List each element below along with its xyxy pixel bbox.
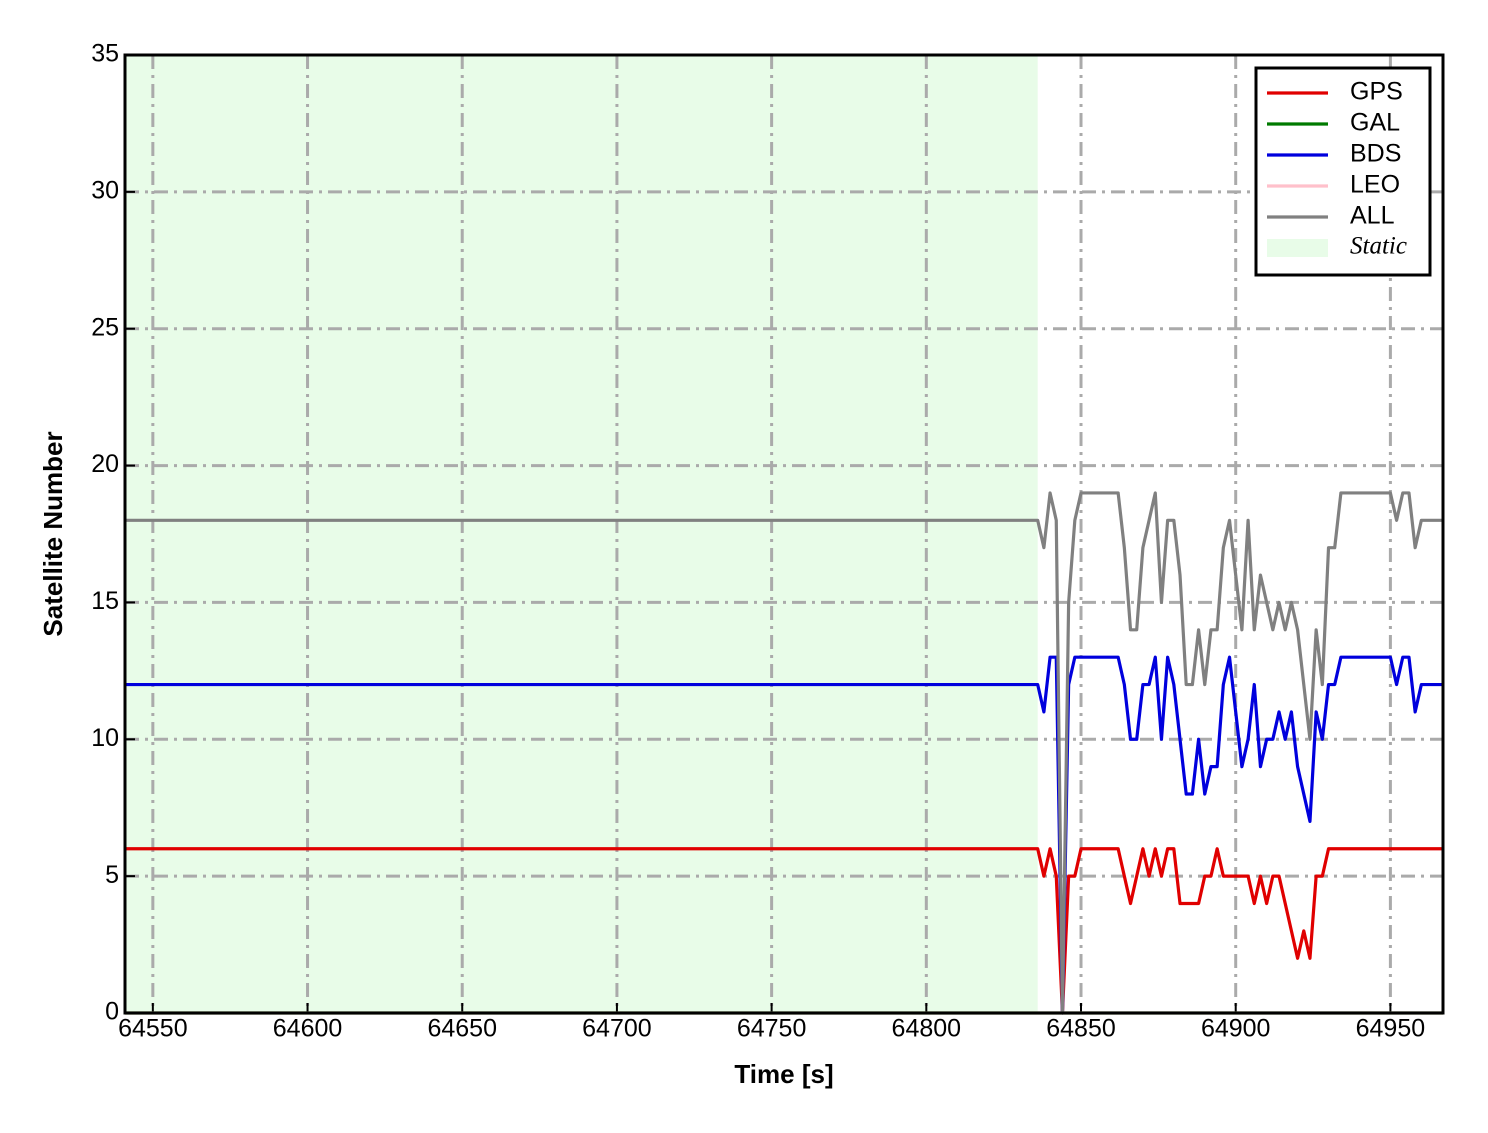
legend-label: LEO — [1350, 171, 1400, 199]
x-tick-label: 64600 — [273, 1015, 343, 1043]
x-tick-label: 64800 — [892, 1015, 962, 1043]
y-tick-label: 15 — [91, 587, 119, 615]
static-span — [125, 55, 1038, 1013]
y-tick-label: 35 — [91, 40, 119, 68]
y-tick-label: 30 — [91, 176, 119, 204]
y-tick-label: 0 — [105, 998, 119, 1026]
series-line — [125, 655, 1443, 1015]
x-tick-label: 64550 — [118, 1015, 188, 1043]
y-tick-label: 25 — [91, 313, 119, 341]
x-tick-label: 64750 — [737, 1015, 807, 1043]
series-line — [125, 491, 1443, 1015]
plot-frame — [123, 53, 1445, 1015]
x-tick-label: 64850 — [1046, 1015, 1116, 1043]
y-tick-label: 20 — [91, 450, 119, 478]
series-line — [125, 847, 1443, 1015]
legend-label: GPS — [1350, 78, 1403, 106]
y-axis-label: Satellite Number — [38, 431, 68, 636]
legend-swatch — [1267, 239, 1328, 257]
legend-label: GAL — [1350, 109, 1400, 137]
x-tick-label: 64700 — [582, 1015, 652, 1043]
legend-label: ALL — [1350, 202, 1395, 230]
x-tick-label: 64950 — [1356, 1015, 1426, 1043]
x-axis-label: Time [s] — [734, 1059, 833, 1089]
y-tick-label: 10 — [91, 724, 119, 752]
x-tick-label: 64900 — [1201, 1015, 1271, 1043]
legend-label: BDS — [1350, 140, 1401, 168]
legend-label: Static — [1350, 233, 1407, 260]
y-tick-label: 5 — [105, 861, 119, 889]
x-tick-label: 64650 — [427, 1015, 497, 1043]
